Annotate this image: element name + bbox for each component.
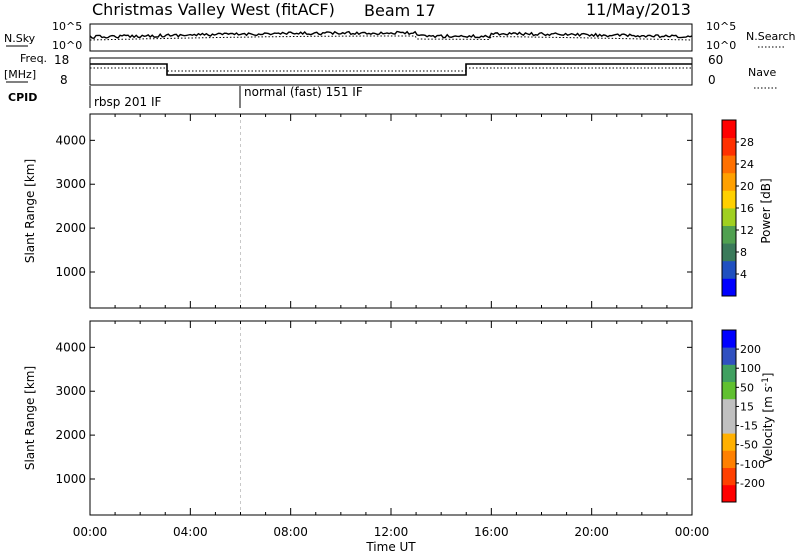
- colorbar-tick-label: 28: [740, 136, 754, 149]
- x-tick-label: 12:00: [374, 525, 409, 539]
- x-tick-label: 20:00: [574, 525, 609, 539]
- date-label: 11/May/2013: [586, 0, 691, 19]
- colorbar-tick-label: 200: [740, 343, 761, 356]
- velocity-axis-ticks: 1000 2000 3000 4000: [55, 321, 693, 515]
- colorbar-swatch: [722, 225, 736, 244]
- velocity-colorbar-label: Velocity [m s-1]: [761, 373, 775, 464]
- nsearch-bottom-tick: 10^0: [706, 39, 736, 52]
- beam-label: Beam 17: [364, 1, 436, 20]
- nsearch-label: N.Search: [746, 30, 796, 43]
- colorbar-swatch: [722, 137, 736, 156]
- nsky-strip: N.Sky 10^5 10^0 10^5 10^0 N.Search: [4, 20, 796, 52]
- nave-bottom-tick: 0: [708, 73, 716, 87]
- colorbar-swatch: [722, 260, 736, 279]
- colorbar-tick-label: 16: [740, 202, 754, 215]
- x-tick-label: 04:00: [173, 525, 208, 539]
- colorbar-swatch: [722, 120, 736, 138]
- nave-top-tick: 60: [708, 53, 723, 67]
- colorbar-tick-label: -15: [740, 420, 758, 433]
- colorbar-swatch: [722, 467, 736, 486]
- x-tick-label: 00:00: [675, 525, 710, 539]
- colorbar-tick-label: 8: [740, 246, 747, 259]
- y-tick-label: 4000: [55, 133, 86, 147]
- colorbar-tick-label: -50: [740, 439, 758, 452]
- x-axis-labels: 00:00 04:00 08:00 12:00 16:00 20:00 00:00: [73, 525, 710, 539]
- power-ylabel: Slant Range [km]: [23, 159, 37, 263]
- nsearch-top-tick: 10^5: [706, 20, 736, 33]
- cpid-strip: CPID rbsp 201 IF normal (fast) 151 IF: [8, 85, 363, 109]
- y-tick-label: 1000: [55, 265, 86, 279]
- y-tick-label: 2000: [55, 428, 86, 442]
- colorbar-swatch: [722, 278, 736, 297]
- colorbar-tick-label: 24: [740, 158, 754, 171]
- colorbar-swatch: [722, 155, 736, 174]
- y-tick-label: 2000: [55, 221, 86, 235]
- colorbar-tick-label: -200: [740, 477, 765, 490]
- colorbar-swatch: [722, 381, 736, 400]
- y-tick-label: 3000: [55, 177, 86, 191]
- freq-label-2: [MHz]: [4, 68, 36, 81]
- colorbar-tick-label: 20: [740, 180, 754, 193]
- colorbar-swatch: [722, 172, 736, 191]
- power-panel: 1000 2000 3000 4000 Slant Range [km] 28 24 20…: [23, 113, 773, 309]
- colorbar-tick-label: 15: [740, 400, 754, 413]
- nave-label: Nave: [748, 66, 776, 79]
- x-tick-label: 16:00: [474, 525, 509, 539]
- colorbar-swatch: [722, 484, 736, 503]
- velocity-colorbar: 200 100 50 15 -15 -50 -100 -200: [721, 329, 765, 503]
- nsky-bottom-tick: 10^0: [52, 39, 82, 52]
- colorbar-swatch: [722, 190, 736, 209]
- colorbar-tick-label: 50: [740, 381, 754, 394]
- x-tick-label: 00:00: [73, 525, 108, 539]
- colorbar-tick-label: 100: [740, 362, 761, 375]
- colorbar-swatch: [722, 433, 736, 451]
- colorbar-swatch: [722, 398, 736, 417]
- frequency-line: [90, 63, 692, 76]
- colorbar-swatch: [722, 243, 736, 262]
- cpid-label: CPID: [8, 91, 37, 104]
- freq-strip: Freq. [MHz] 18 8 60 0 Nave: [4, 52, 778, 89]
- colorbar-tick-label: 4: [740, 268, 747, 281]
- power-colorbar-label: Power [dB]: [759, 178, 773, 243]
- freq-bottom-tick: 8: [60, 73, 68, 87]
- x-tick-label: 08:00: [273, 525, 308, 539]
- freq-top-tick: 18: [54, 53, 69, 67]
- nsky-label: N.Sky: [4, 32, 36, 45]
- cpid-mode-1: rbsp 201 IF: [94, 95, 161, 109]
- power-axis-ticks: 1000 2000 3000 4000: [55, 114, 693, 308]
- y-tick-label: 1000: [55, 472, 86, 486]
- cpid-mode-2: normal (fast) 151 IF: [244, 85, 363, 99]
- nave-line: [90, 67, 692, 72]
- colorbar-swatch: [722, 416, 736, 434]
- nsky-line: [89, 30, 693, 40]
- velocity-panel: 1000 2000 3000 4000 Slant Range [km] 200 100…: [23, 320, 775, 516]
- colorbar-swatch: [722, 450, 736, 468]
- colorbar-swatch: [722, 347, 736, 365]
- colorbar-swatch: [722, 208, 736, 226]
- colorbar-swatch: [722, 364, 736, 382]
- y-tick-label: 3000: [55, 384, 86, 398]
- nsearch-line: [90, 35, 692, 41]
- x-axis-title: Time UT: [365, 540, 416, 554]
- power-colorbar: 28 24 20 16 12 8 4: [721, 119, 754, 297]
- nsky-top-tick: 10^5: [52, 20, 82, 33]
- colorbar-tick-label: 12: [740, 224, 754, 237]
- y-tick-label: 4000: [55, 340, 86, 354]
- velocity-ylabel: Slant Range [km]: [23, 366, 37, 470]
- colorbar-tick-label: -100: [740, 458, 765, 471]
- colorbar-swatch: [722, 330, 736, 348]
- chart-title: Christmas Valley West (fitACF): [92, 0, 335, 19]
- freq-label-1: Freq.: [20, 52, 47, 65]
